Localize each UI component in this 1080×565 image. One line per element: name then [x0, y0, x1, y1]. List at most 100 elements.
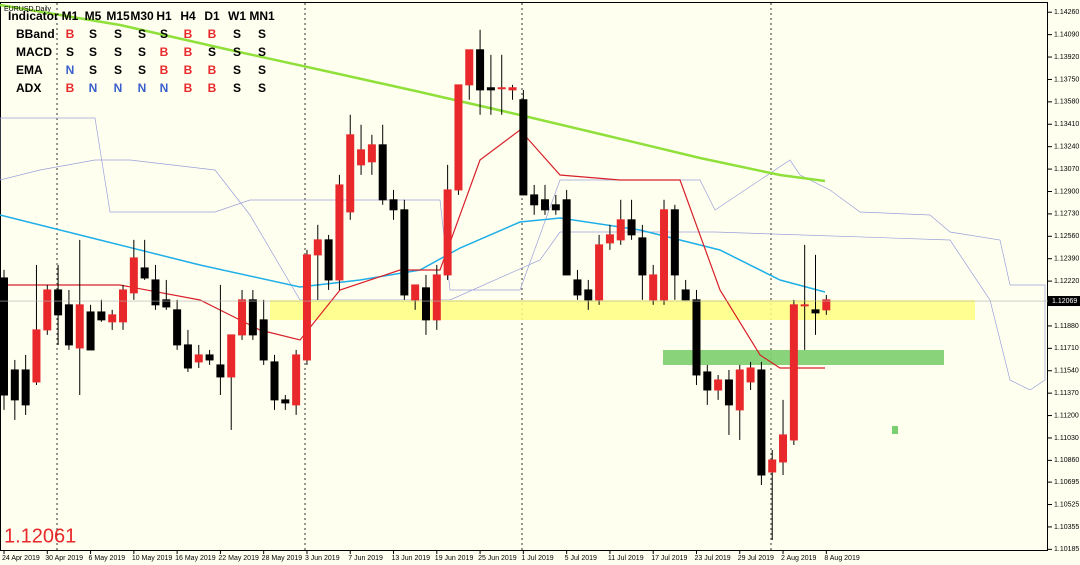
x-tick-label: 24 Apr 2019: [2, 555, 40, 562]
y-tick-label: 1.12730: [1054, 211, 1079, 218]
candle-body: [822, 299, 831, 311]
ichimoku-cloud: [0, 117, 1046, 391]
row-name: EMA: [16, 63, 43, 77]
signal: S: [66, 45, 74, 59]
candle-body: [724, 379, 733, 406]
candle-body: [0, 277, 8, 396]
x-tick-label: 22 May 2019: [218, 555, 259, 562]
signal: S: [258, 45, 266, 59]
signal: S: [138, 63, 146, 77]
x-tick-label: 2 Aug 2019: [781, 555, 817, 562]
y-tick-label: 1.11540: [1054, 368, 1079, 375]
signal: N: [138, 81, 147, 95]
signal: B: [184, 45, 193, 59]
candle-body: [205, 354, 214, 361]
candle-body: [292, 354, 301, 406]
candle-body: [378, 144, 387, 201]
candle-body: [194, 354, 203, 363]
candle-body: [324, 239, 333, 281]
candle-body: [670, 209, 679, 276]
y-tick-label: 1.12900: [1054, 188, 1079, 195]
candle-body: [86, 311, 95, 351]
signal: S: [208, 45, 216, 59]
candle-body: [75, 304, 84, 349]
table-header: M5: [85, 9, 102, 23]
signal: N: [160, 81, 169, 95]
candle-body: [97, 311, 106, 321]
candle-body: [714, 379, 723, 391]
candle-body: [335, 184, 344, 281]
candle-body: [551, 204, 560, 211]
y-tick-label: 1.13750: [1054, 76, 1079, 83]
y-tick-label: 1.10525: [1054, 501, 1079, 508]
y-tick-label: 1.11200: [1054, 412, 1079, 419]
candle-body: [627, 219, 636, 236]
candle-body: [54, 289, 63, 316]
candle-body: [64, 304, 73, 346]
candle-body: [151, 279, 160, 306]
signal: S: [89, 63, 97, 77]
candle-body: [173, 309, 182, 346]
signal: S: [138, 27, 146, 41]
signal: S: [138, 45, 146, 59]
x-tick-label: 11 Jul 2019: [608, 555, 644, 562]
current-price-label: 1.12069: [1052, 298, 1077, 305]
candle-body: [541, 199, 549, 211]
signal: B: [184, 63, 193, 77]
candle-body: [367, 144, 376, 163]
signal: B: [160, 45, 169, 59]
candle-body: [486, 87, 495, 91]
candle-body: [779, 434, 788, 463]
signal: S: [114, 27, 122, 41]
table-header: H4: [180, 9, 196, 23]
candle-body: [746, 367, 755, 383]
signal: S: [114, 45, 122, 59]
x-tick-label: 8 Aug 2019: [824, 555, 860, 562]
table-header: M15: [106, 9, 130, 23]
y-tick-label: 1.13410: [1054, 121, 1079, 128]
y-tick-label: 1.11030: [1054, 435, 1079, 442]
x-tick-label: 6 May 2019: [89, 555, 126, 562]
candle-body: [465, 49, 474, 86]
last-price: 1.12061: [4, 525, 76, 547]
candle-body: [259, 319, 268, 361]
signal: N: [114, 81, 123, 95]
row-name: BBand: [16, 27, 55, 41]
y-tick-label: 1.11370: [1054, 390, 1079, 397]
candle-body: [757, 369, 766, 476]
candle-body: [400, 209, 409, 296]
x-tick-label: 1 Jul 2019: [521, 555, 553, 562]
x-tick-label: 23 Jul 2019: [694, 555, 730, 562]
y-tick-label: 1.10355: [1054, 524, 1079, 531]
long-moving-average: [0, 3, 826, 183]
row-name: MACD: [16, 45, 52, 59]
y-tick-label: 1.10185: [1054, 546, 1079, 553]
candle-body: [183, 344, 192, 369]
candle-body: [357, 149, 366, 166]
candle-body: [681, 289, 690, 301]
x-tick-label: 5 Jul 2019: [565, 555, 597, 562]
y-tick-label: 1.14260: [1054, 9, 1079, 16]
mid-moving-average: [0, 214, 826, 293]
candle-body: [768, 459, 777, 473]
candle-body: [129, 257, 138, 294]
candle-body: [703, 371, 712, 391]
signal: B: [66, 81, 75, 95]
resistance-zone: [270, 300, 975, 320]
zone-marker: [892, 426, 898, 434]
y-tick-label: 1.12560: [1054, 233, 1079, 240]
candle-body: [216, 364, 225, 378]
signal: S: [233, 63, 241, 77]
candle-body: [454, 84, 463, 191]
x-tick-label: 10 May 2019: [132, 555, 173, 562]
x-tick-label: 19 Jun 2019: [435, 555, 474, 562]
candle-body: [421, 287, 430, 321]
candle-body: [595, 244, 604, 301]
y-tick-label: 1.13920: [1054, 54, 1079, 61]
candle-body: [660, 209, 669, 301]
y-tick-label: 1.13240: [1054, 144, 1079, 151]
candle-body: [162, 299, 171, 308]
